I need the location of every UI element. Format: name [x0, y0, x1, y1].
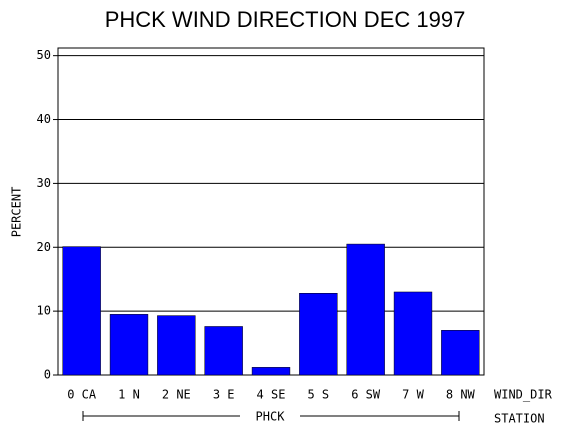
x-tick-label: 1 N — [118, 388, 140, 402]
y-tick-label: 30 — [37, 176, 51, 190]
x-tick-label: 8 NW — [446, 388, 476, 402]
x-tick-label: 5 S — [307, 388, 329, 402]
x-axis-label: WIND_DIR — [494, 388, 553, 402]
y-tick-label: 50 — [37, 48, 51, 62]
bar — [204, 326, 243, 376]
bar — [251, 367, 291, 376]
y-tick-label: 20 — [37, 240, 51, 254]
x-tick-label: 4 SE — [257, 388, 286, 402]
bar — [109, 314, 149, 376]
x-tick-label: 0 CA — [67, 388, 97, 402]
bar — [299, 293, 338, 376]
x-tick-label: 7 W — [402, 388, 424, 402]
bar — [62, 246, 101, 376]
y-tick-label: 0 — [44, 368, 51, 382]
bar — [441, 330, 480, 376]
x-tick-label: 2 NE — [162, 388, 191, 402]
group-label: PHCK — [256, 410, 286, 424]
x-tick-label: 6 SW — [351, 388, 381, 402]
chart-title: PHCK WIND DIRECTION DEC 1997 — [105, 7, 466, 32]
group-axis-label: STATION — [494, 412, 545, 426]
bar — [346, 243, 385, 376]
x-tick-label: 3 E — [213, 388, 235, 402]
y-axis-label: PERCENT — [10, 187, 24, 238]
bar — [393, 291, 433, 376]
bar — [157, 315, 196, 376]
y-tick-label: 40 — [37, 112, 51, 126]
y-tick-label: 10 — [37, 304, 51, 318]
